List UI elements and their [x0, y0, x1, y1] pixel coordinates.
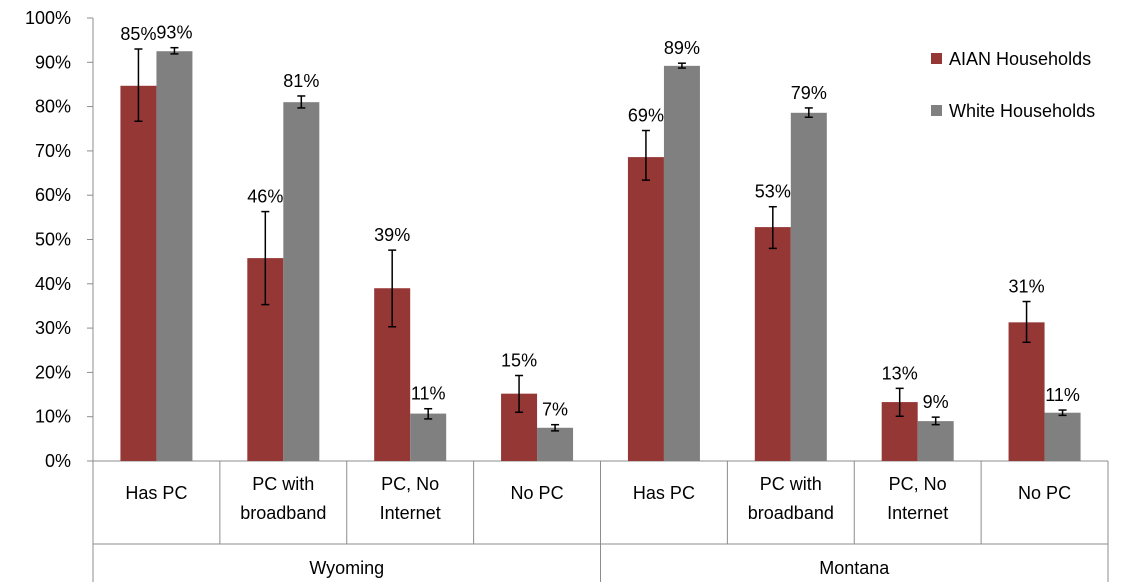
bar [663, 65, 700, 462]
x-category-label: Internet [380, 503, 441, 523]
data-label: 39% [374, 225, 410, 245]
y-tick-label: 70% [35, 141, 71, 161]
x-group-label: Montana [819, 558, 890, 578]
y-tick-label: 0% [45, 451, 71, 471]
bar [790, 112, 827, 461]
x-category-label: broadband [748, 503, 834, 523]
data-label: 79% [791, 83, 827, 103]
bar [627, 157, 664, 462]
bar [283, 102, 320, 462]
legend: AIAN Households White Households [931, 49, 1095, 121]
x-category-label: PC with [760, 474, 822, 494]
legend-swatch [931, 53, 942, 64]
data-label: 85% [120, 24, 156, 44]
x-category-label: No PC [511, 483, 564, 503]
data-label: 7% [542, 400, 568, 420]
y-tick-label: 90% [35, 52, 71, 72]
error-bars [134, 46, 1067, 432]
bar [1044, 412, 1081, 461]
data-label: 13% [882, 363, 918, 383]
x-category-label: Has PC [125, 483, 187, 503]
legend-label: White Households [949, 101, 1095, 121]
x-category-label: PC, No [889, 474, 947, 494]
x-category-label: Internet [887, 503, 948, 523]
bar [156, 51, 193, 461]
data-label: 53% [755, 182, 791, 202]
y-tick-label: 60% [35, 185, 71, 205]
bar [410, 413, 447, 461]
data-label: 9% [923, 392, 949, 412]
y-tick-label: 100% [25, 8, 71, 28]
legend-label: AIAN Households [949, 49, 1091, 69]
bar [1008, 322, 1045, 461]
y-tick-label: 80% [35, 97, 71, 117]
y-tick-label: 40% [35, 274, 71, 294]
data-labels: 85% 46% 39% 15% 69% 53% 13% 31% 93% 81% 11% 7% 89% 79… [120, 23, 1079, 420]
bar [754, 227, 791, 461]
data-label: 89% [664, 38, 700, 58]
y-tick-label: 10% [35, 407, 71, 427]
x-category-label: broadband [240, 503, 326, 523]
bars [120, 51, 1081, 462]
data-label: 93% [156, 23, 192, 43]
legend-swatch [931, 105, 942, 116]
y-tick-label: 50% [35, 230, 71, 250]
y-tick-label: 20% [35, 362, 71, 382]
data-label: 46% [247, 187, 283, 207]
data-label: 11% [1045, 385, 1080, 405]
bar [917, 421, 954, 461]
x-group-label: Wyoming [309, 558, 384, 578]
data-label: 11% [411, 384, 446, 404]
x-category-label: PC, No [381, 474, 439, 494]
data-label: 81% [283, 71, 319, 91]
x-category-label: PC with [252, 474, 314, 494]
x-category-label: No PC [1018, 483, 1071, 503]
y-tick-label: 30% [35, 318, 71, 338]
data-label: 31% [1009, 277, 1045, 297]
x-category-label: Has PC [633, 483, 695, 503]
data-label: 15% [501, 351, 537, 371]
data-label: 69% [628, 106, 664, 126]
bar [120, 85, 157, 462]
bar [537, 427, 574, 461]
